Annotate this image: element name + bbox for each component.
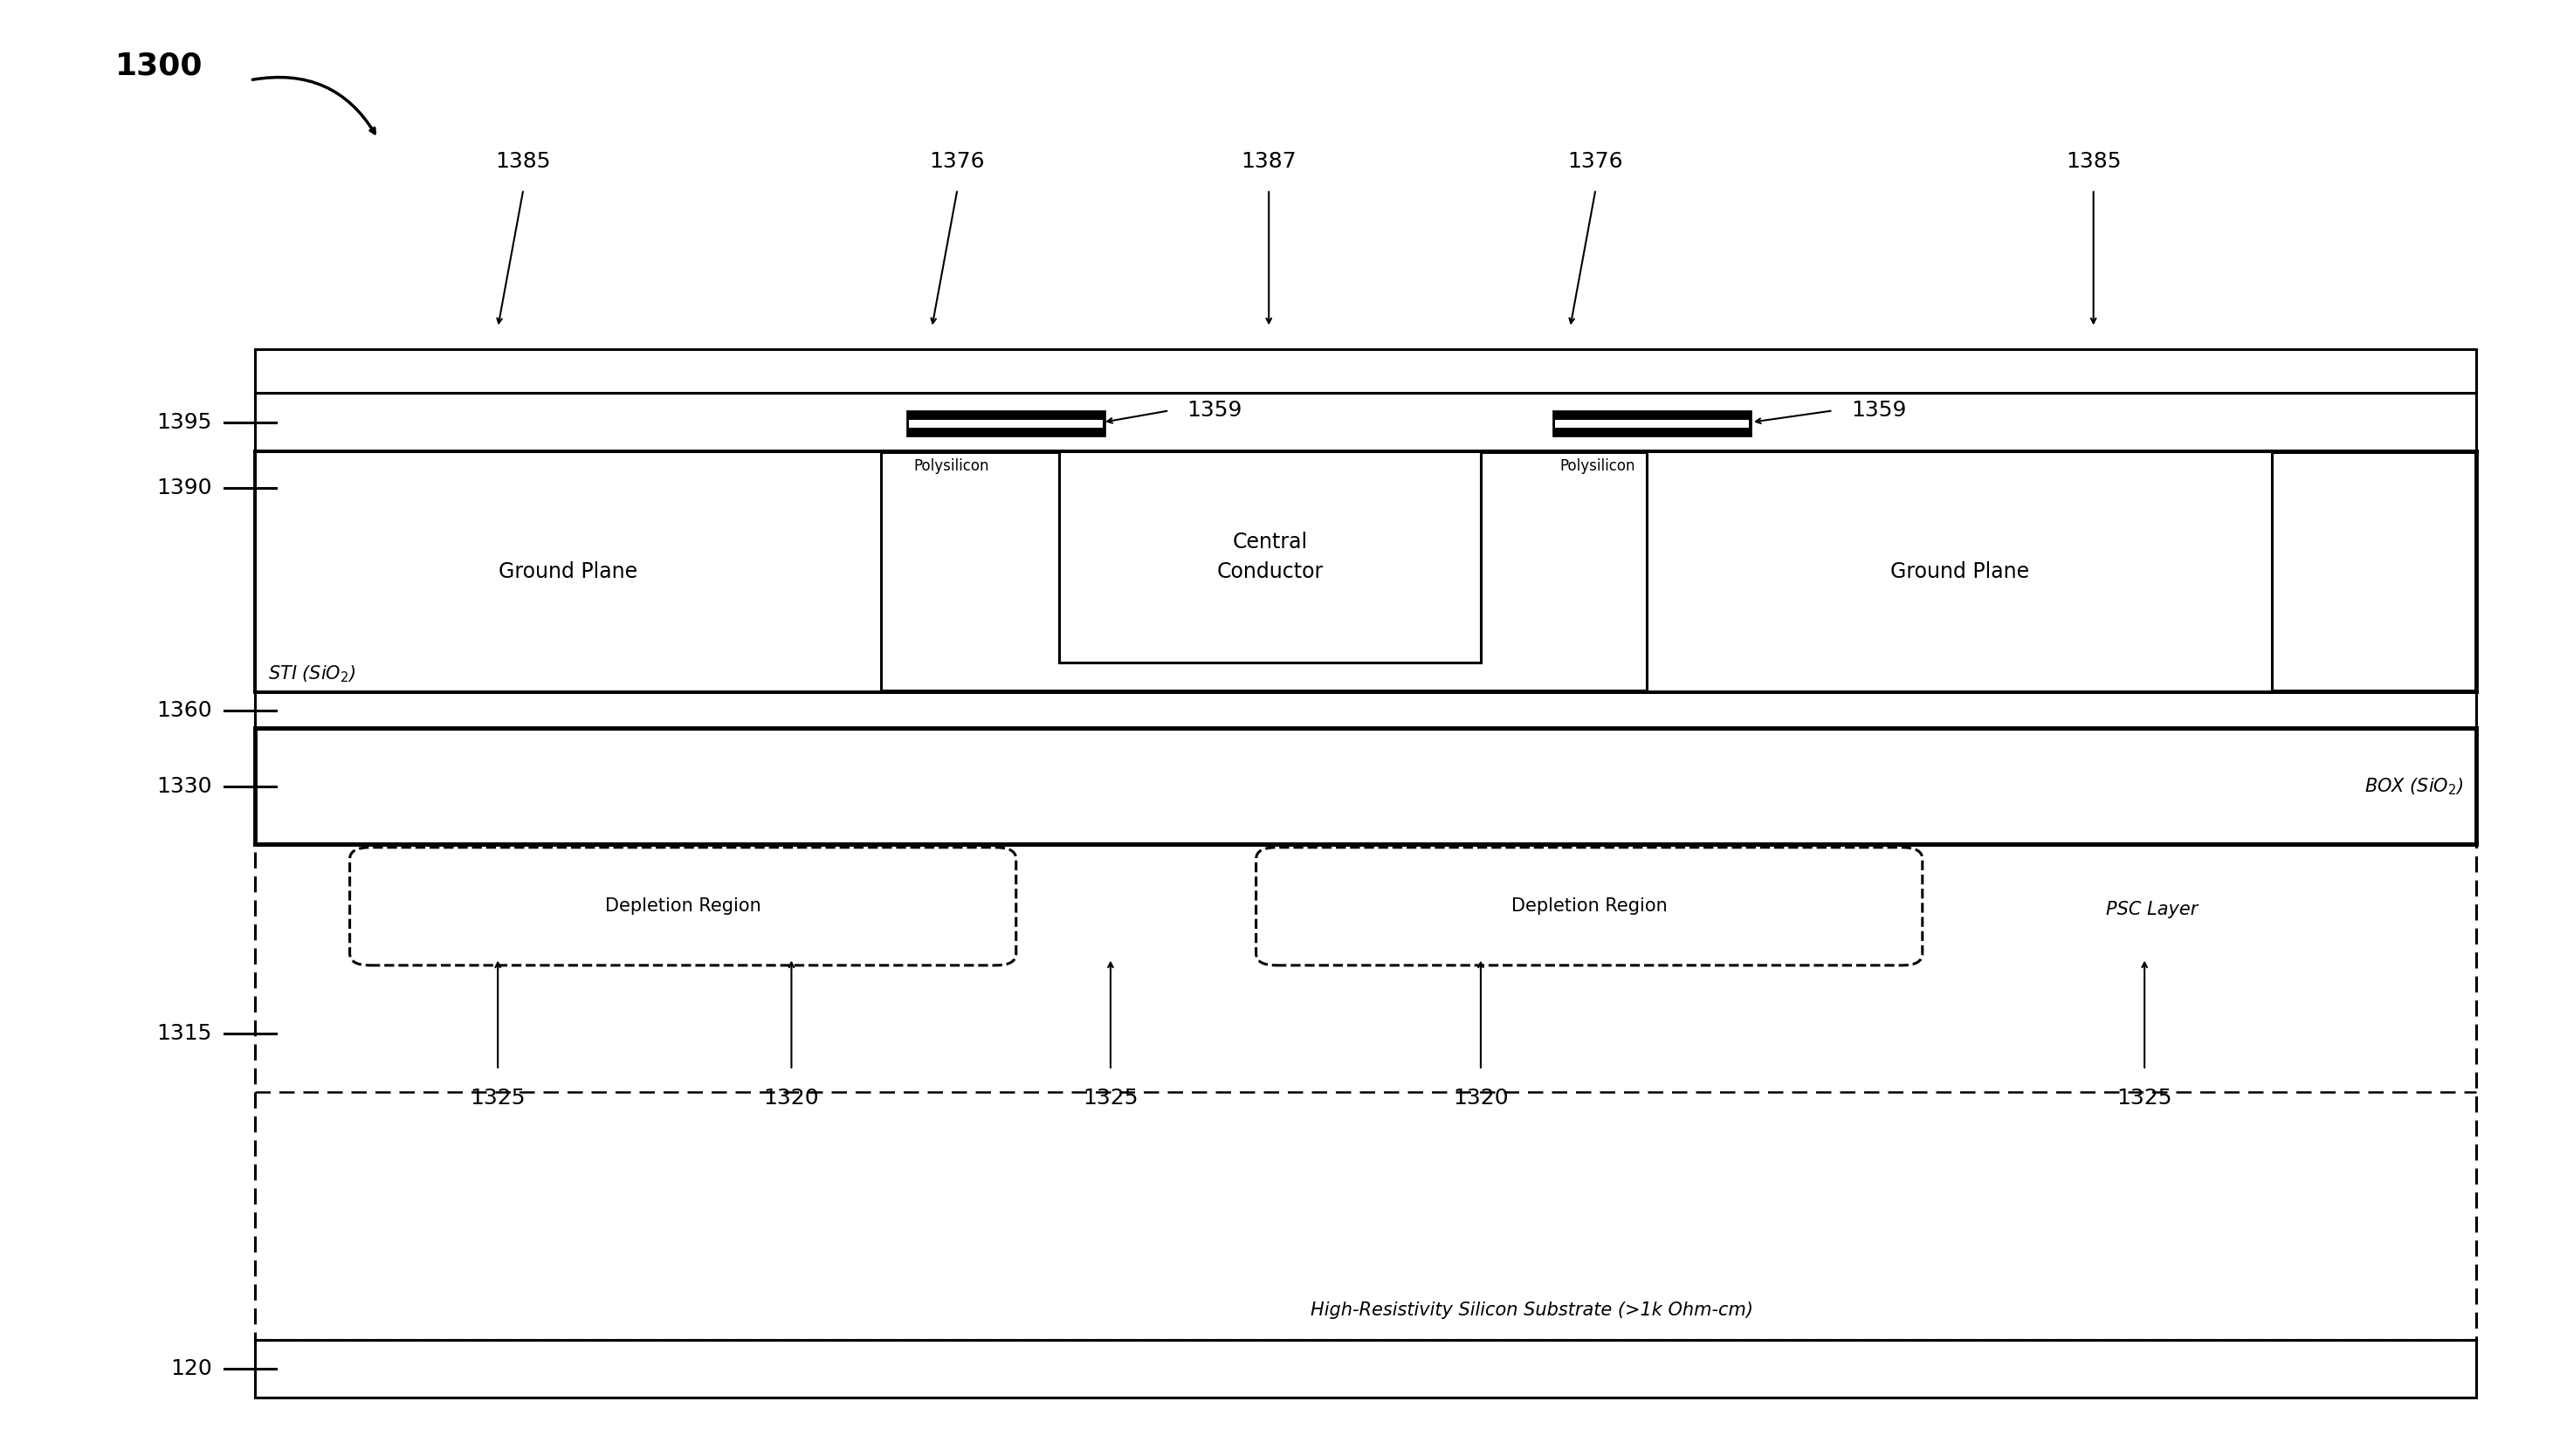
Text: 1387: 1387: [1241, 151, 1297, 172]
FancyBboxPatch shape: [1256, 847, 1922, 965]
Text: 1300: 1300: [115, 51, 202, 80]
Text: 1385: 1385: [495, 151, 551, 172]
Text: Polysilicon: Polysilicon: [1560, 459, 1636, 475]
Bar: [255, 844, 2476, 1340]
Bar: [255, 451, 2476, 692]
Bar: [906, 411, 1105, 437]
Bar: [1555, 419, 1749, 428]
Text: 1385: 1385: [2065, 151, 2122, 172]
Text: Polysilicon: Polysilicon: [914, 459, 991, 475]
Bar: [1647, 451, 2272, 692]
Text: BOX (SiO$_2$): BOX (SiO$_2$): [2364, 776, 2464, 796]
Bar: [255, 451, 881, 692]
Text: High-Resistivity Silicon Substrate (>1k Ohm-cm): High-Resistivity Silicon Substrate (>1k …: [1310, 1302, 1754, 1319]
Bar: [255, 1340, 2476, 1398]
FancyBboxPatch shape: [350, 847, 1016, 965]
Text: 1320: 1320: [1453, 1088, 1509, 1108]
Text: 1315: 1315: [156, 1024, 212, 1044]
Bar: [1059, 451, 1481, 662]
Text: 1360: 1360: [156, 700, 212, 721]
Text: 1320: 1320: [763, 1088, 820, 1108]
Bar: [909, 419, 1103, 428]
Bar: [255, 349, 2476, 393]
Bar: [255, 451, 2476, 692]
Bar: [255, 728, 2476, 844]
Text: 1325: 1325: [1082, 1088, 1139, 1108]
Text: Depletion Region: Depletion Region: [1511, 898, 1667, 914]
Text: Ground Plane: Ground Plane: [1889, 561, 2030, 582]
Text: 1376: 1376: [1568, 151, 1624, 172]
Bar: [1552, 411, 1751, 437]
Text: PSC Layer: PSC Layer: [2106, 901, 2198, 919]
Text: 1359: 1359: [1187, 400, 1243, 421]
Text: 120: 120: [171, 1358, 212, 1379]
Text: 1390: 1390: [156, 478, 212, 498]
Bar: [255, 692, 2476, 728]
Text: 1376: 1376: [929, 151, 985, 172]
Text: 1330: 1330: [156, 776, 212, 796]
Text: 1325: 1325: [470, 1088, 526, 1108]
Text: STI (SiO$_2$): STI (SiO$_2$): [268, 664, 355, 684]
Text: 1325: 1325: [2116, 1088, 2173, 1108]
Bar: [255, 393, 2476, 451]
Text: Central
Conductor: Central Conductor: [1218, 531, 1322, 582]
Text: 1359: 1359: [1851, 400, 1907, 421]
Text: Depletion Region: Depletion Region: [605, 898, 761, 914]
Text: 1395: 1395: [156, 412, 212, 432]
Text: Ground Plane: Ground Plane: [498, 561, 638, 582]
